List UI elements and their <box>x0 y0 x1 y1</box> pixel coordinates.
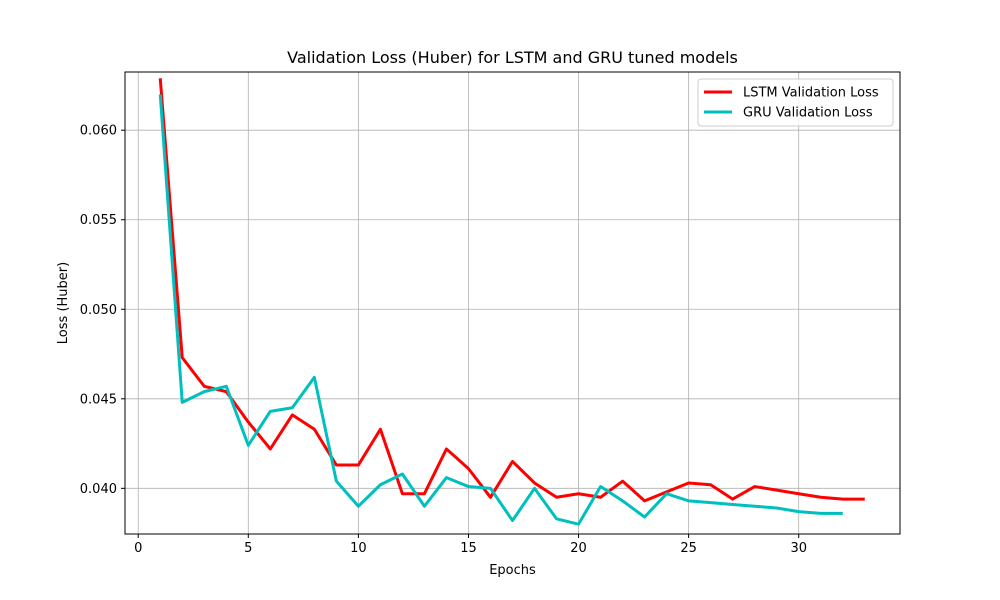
legend-box <box>697 78 894 127</box>
y-tick-label: 0.040 <box>80 482 117 497</box>
grid <box>125 72 900 534</box>
x-tick-label: 15 <box>460 541 477 556</box>
chart-title: Validation Loss (Huber) for LSTM and GRU… <box>287 48 738 67</box>
x-axis-label: Epochs <box>489 563 536 578</box>
x-axis-ticks: 0 5 10 15 20 25 30 <box>134 534 807 556</box>
y-axis-ticks: 0.040 0.045 0.050 0.055 0.060 <box>80 124 125 497</box>
x-tick-label: 30 <box>790 541 807 556</box>
legend-label: LSTM Validation Loss <box>743 86 879 101</box>
series-lines <box>158 78 865 526</box>
y-axis-label: Loss (Huber) <box>56 262 71 344</box>
series-line-gru <box>158 94 843 526</box>
legend: LSTM Validation Loss GRU Validation Loss <box>697 78 894 127</box>
y-tick-label: 0.045 <box>80 392 117 407</box>
x-tick-label: 25 <box>680 541 697 556</box>
x-tick-label: 0 <box>134 541 142 556</box>
y-tick-label: 0.055 <box>80 213 117 228</box>
y-tick-label: 0.060 <box>80 124 117 139</box>
plot-frame <box>124 71 901 535</box>
x-tick-label: 10 <box>350 541 367 556</box>
x-tick-label: 5 <box>244 541 252 556</box>
series-line-lstm <box>158 78 865 503</box>
y-tick-label: 0.050 <box>80 303 117 318</box>
legend-label: GRU Validation Loss <box>743 106 873 121</box>
x-tick-label: 20 <box>570 541 587 556</box>
